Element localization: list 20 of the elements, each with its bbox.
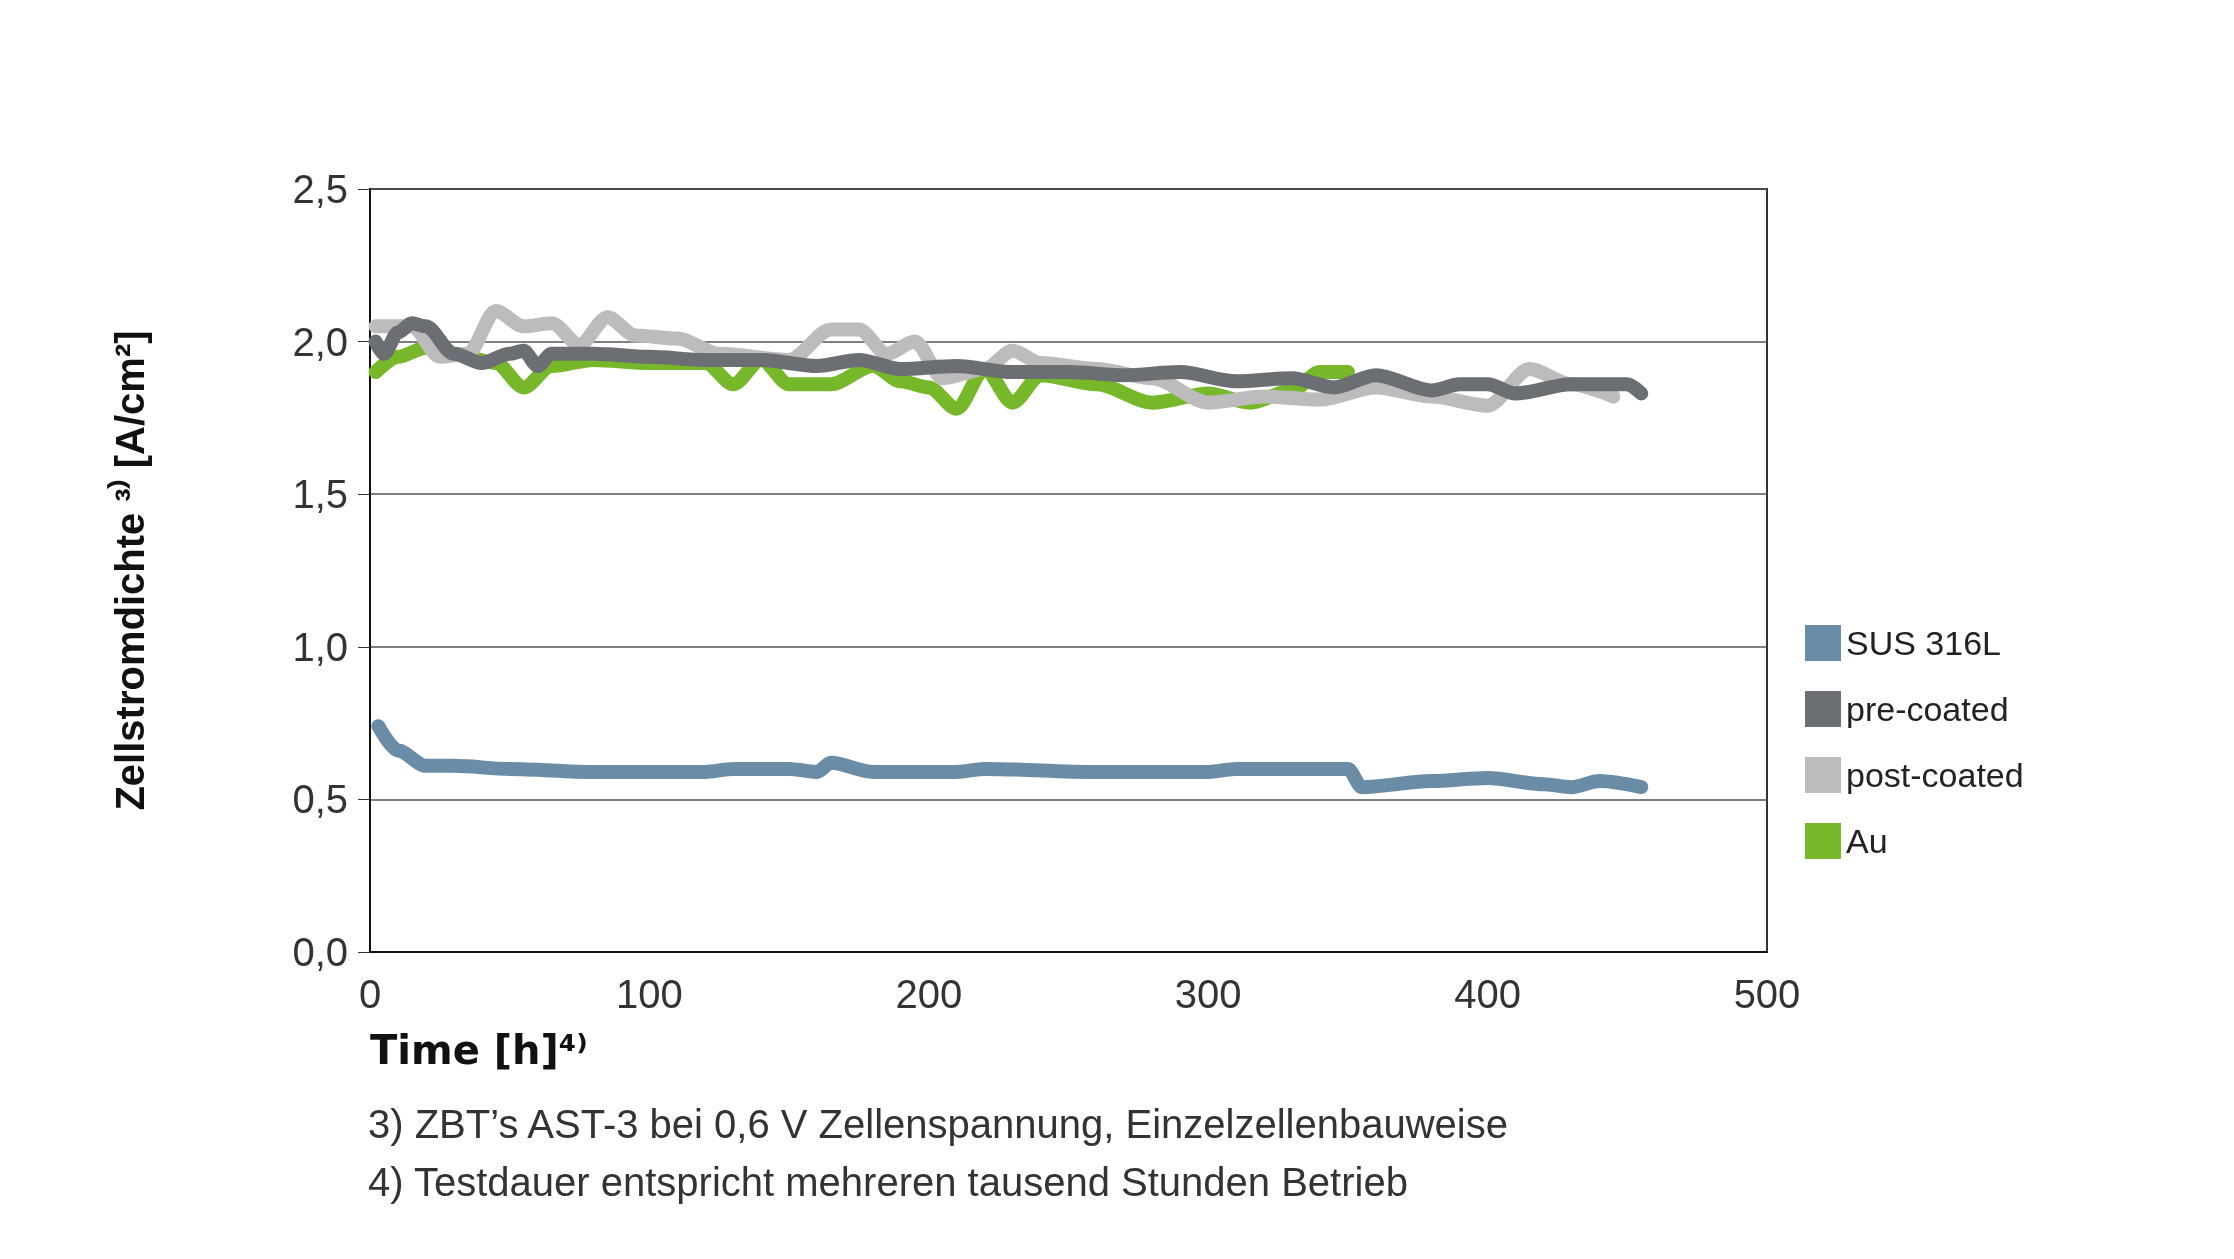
x-tick-label: 200 — [895, 972, 963, 1016]
y-tick-label: 1,0 — [292, 624, 348, 669]
y-tick-label: 0,5 — [292, 777, 348, 822]
x-tick-label: 400 — [1454, 972, 1521, 1016]
y-axis-title: Zellstromdichte ³⁾ [A/cm²] — [107, 330, 152, 811]
text: 3) ZBT’s AST-3 bei 0,6 V Zellenspannung, Einzelzellenbauweise — [368, 1101, 1508, 1148]
y-tick-label: 2,0 — [292, 319, 348, 364]
x-tick-label: 300 — [1174, 972, 1242, 1016]
y-tick-label: 0,0 — [292, 930, 348, 974]
y-tick-label: 1,5 — [292, 472, 348, 517]
text: 4) Testdauer entspricht mehreren tausend Stunden Betrieb — [368, 1159, 1409, 1206]
x-tick-label: 100 — [616, 972, 683, 1016]
x-axis-title: Time [h]⁴⁾ — [370, 1027, 588, 1073]
legend-label: Au — [1846, 822, 1888, 860]
x-tick-label: 500 — [1733, 972, 1801, 1016]
x-tick-label: 0 — [358, 972, 382, 1016]
legend-label: post-coated — [1846, 756, 2024, 794]
legend-label: SUS 316L — [1846, 624, 2001, 662]
legend-label: pre-coated — [1846, 690, 2009, 728]
y-tick-label: 2,5 — [292, 167, 348, 211]
